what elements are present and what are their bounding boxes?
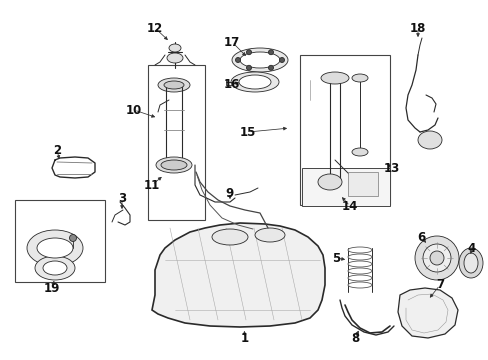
Ellipse shape: [463, 253, 477, 273]
Ellipse shape: [414, 236, 458, 280]
Ellipse shape: [43, 261, 67, 275]
Ellipse shape: [156, 157, 192, 173]
Text: 13: 13: [383, 162, 399, 175]
Text: 15: 15: [239, 126, 256, 139]
Bar: [299, 55, 389, 205]
Ellipse shape: [347, 247, 371, 253]
Text: 6: 6: [416, 230, 424, 243]
Ellipse shape: [351, 74, 367, 82]
Ellipse shape: [347, 254, 371, 260]
Ellipse shape: [240, 52, 280, 68]
Ellipse shape: [37, 238, 73, 258]
Ellipse shape: [317, 174, 341, 190]
Text: 3: 3: [118, 192, 126, 204]
Ellipse shape: [268, 65, 273, 70]
Ellipse shape: [35, 256, 75, 280]
Text: 4: 4: [467, 242, 475, 255]
Text: 5: 5: [331, 252, 340, 265]
Ellipse shape: [27, 230, 83, 266]
Text: 1: 1: [241, 332, 248, 345]
Ellipse shape: [246, 65, 251, 70]
Text: 19: 19: [44, 282, 60, 294]
Ellipse shape: [347, 268, 371, 274]
Text: 7: 7: [435, 279, 443, 292]
Ellipse shape: [230, 72, 279, 92]
Ellipse shape: [161, 160, 186, 170]
Ellipse shape: [158, 78, 190, 92]
Ellipse shape: [163, 81, 183, 89]
Ellipse shape: [351, 148, 367, 156]
Text: 8: 8: [350, 332, 358, 345]
Text: 14: 14: [341, 199, 357, 212]
Ellipse shape: [417, 131, 441, 149]
Ellipse shape: [353, 179, 369, 189]
Ellipse shape: [347, 282, 371, 288]
Ellipse shape: [429, 251, 443, 265]
Text: 9: 9: [225, 186, 234, 199]
Ellipse shape: [458, 248, 482, 278]
Ellipse shape: [347, 275, 371, 281]
Ellipse shape: [268, 50, 273, 55]
Ellipse shape: [167, 53, 183, 63]
Ellipse shape: [347, 261, 371, 267]
Bar: [15, 200, 105, 282]
Bar: [148, 65, 204, 220]
Ellipse shape: [254, 228, 285, 242]
Ellipse shape: [212, 229, 247, 245]
Ellipse shape: [231, 48, 287, 72]
Text: 10: 10: [125, 104, 142, 117]
Ellipse shape: [235, 58, 240, 63]
Ellipse shape: [246, 50, 251, 55]
Bar: [302, 168, 389, 206]
Text: 17: 17: [224, 36, 240, 49]
Bar: [347, 172, 377, 196]
Text: 18: 18: [409, 22, 426, 35]
Text: 11: 11: [143, 179, 160, 192]
Text: 16: 16: [224, 77, 240, 90]
Text: 12: 12: [146, 22, 163, 35]
Polygon shape: [152, 223, 325, 327]
Ellipse shape: [169, 44, 181, 52]
Ellipse shape: [69, 234, 76, 242]
Ellipse shape: [422, 244, 450, 272]
Ellipse shape: [239, 75, 270, 89]
Text: 2: 2: [53, 144, 61, 157]
Polygon shape: [397, 288, 457, 338]
Ellipse shape: [279, 58, 284, 63]
Ellipse shape: [320, 72, 348, 84]
